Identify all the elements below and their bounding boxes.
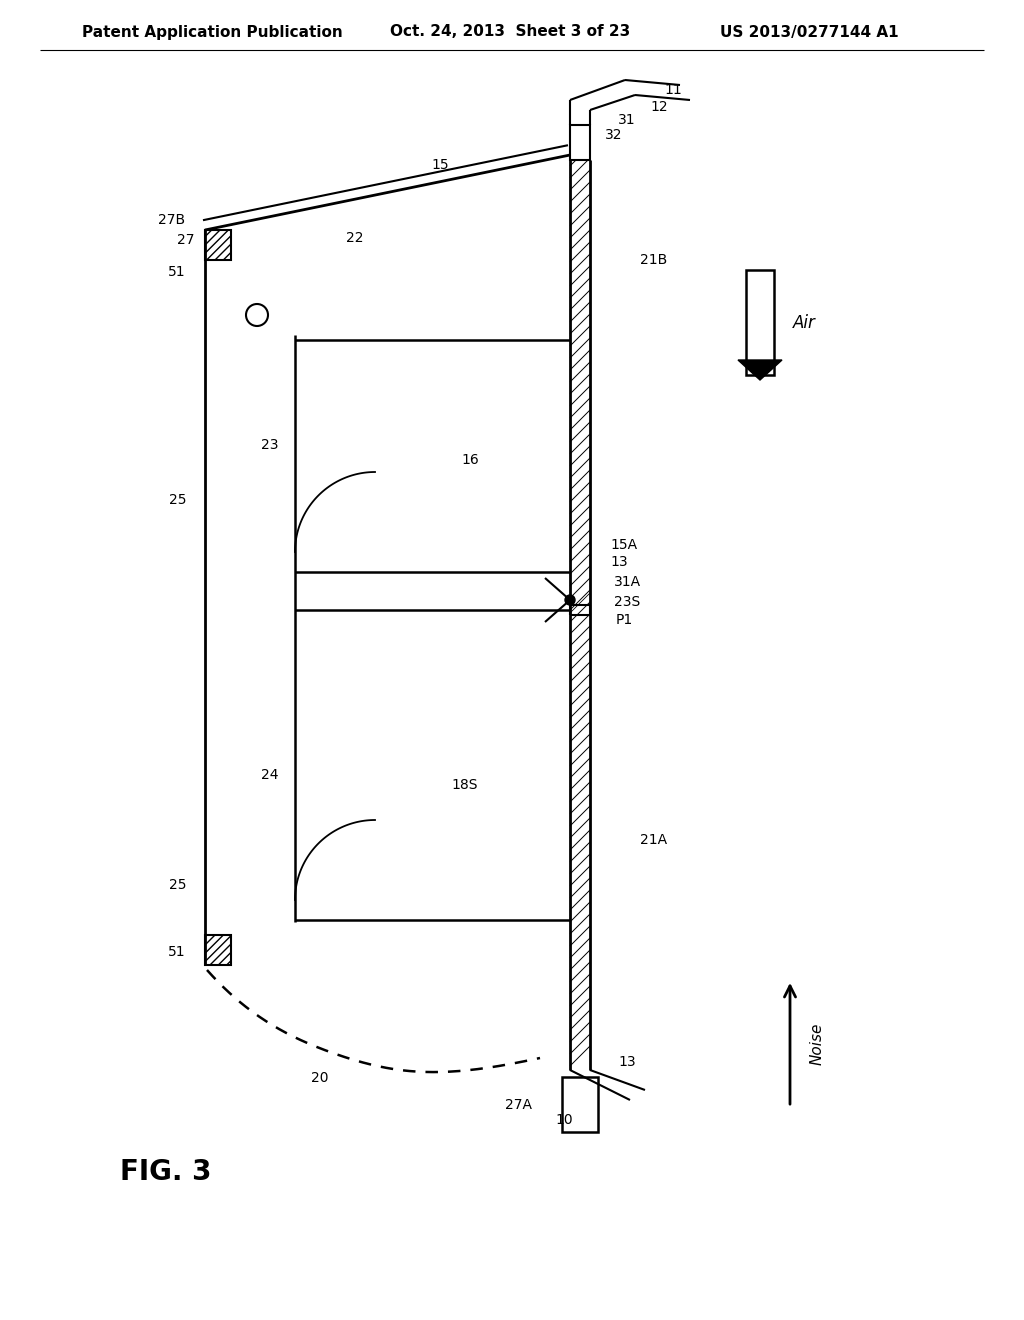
Circle shape (565, 595, 575, 605)
Text: 32: 32 (605, 128, 623, 143)
Text: 15A: 15A (610, 539, 637, 552)
Text: 24: 24 (260, 768, 278, 781)
Text: 15: 15 (431, 158, 449, 172)
Text: 27A: 27A (506, 1098, 532, 1111)
Text: 22: 22 (346, 231, 364, 246)
Text: 23: 23 (260, 438, 278, 451)
Text: 20: 20 (311, 1071, 329, 1085)
Text: 21A: 21A (640, 833, 667, 847)
Text: 13: 13 (618, 1055, 636, 1069)
Text: Patent Application Publication: Patent Application Publication (82, 25, 343, 40)
Text: US 2013/0277144 A1: US 2013/0277144 A1 (720, 25, 899, 40)
Text: Noise: Noise (810, 1023, 825, 1065)
Text: 18S: 18S (452, 777, 478, 792)
Text: 31: 31 (618, 114, 636, 127)
Text: 27B: 27B (158, 213, 185, 227)
Text: 31A: 31A (614, 576, 641, 589)
Polygon shape (738, 360, 782, 380)
Bar (205, 935, 231, 965)
Text: 12: 12 (650, 100, 668, 114)
Text: P1: P1 (616, 612, 633, 627)
Text: 27: 27 (177, 234, 195, 247)
Text: 51: 51 (168, 265, 186, 279)
Text: 13: 13 (610, 554, 628, 569)
Bar (562, 1077, 598, 1133)
Text: 51: 51 (168, 945, 186, 960)
Bar (570, 125, 590, 160)
Bar (746, 271, 774, 375)
Text: 25: 25 (169, 492, 186, 507)
Text: 25: 25 (169, 878, 186, 892)
Text: 10: 10 (555, 1113, 572, 1127)
Bar (205, 230, 231, 260)
Text: Oct. 24, 2013  Sheet 3 of 23: Oct. 24, 2013 Sheet 3 of 23 (390, 25, 630, 40)
Text: 16: 16 (461, 453, 479, 467)
Text: 23S: 23S (614, 595, 640, 609)
Text: 11: 11 (664, 83, 682, 96)
Text: 21B: 21B (640, 253, 668, 267)
Text: Air: Air (793, 314, 816, 333)
Text: FIG. 3: FIG. 3 (120, 1158, 212, 1185)
